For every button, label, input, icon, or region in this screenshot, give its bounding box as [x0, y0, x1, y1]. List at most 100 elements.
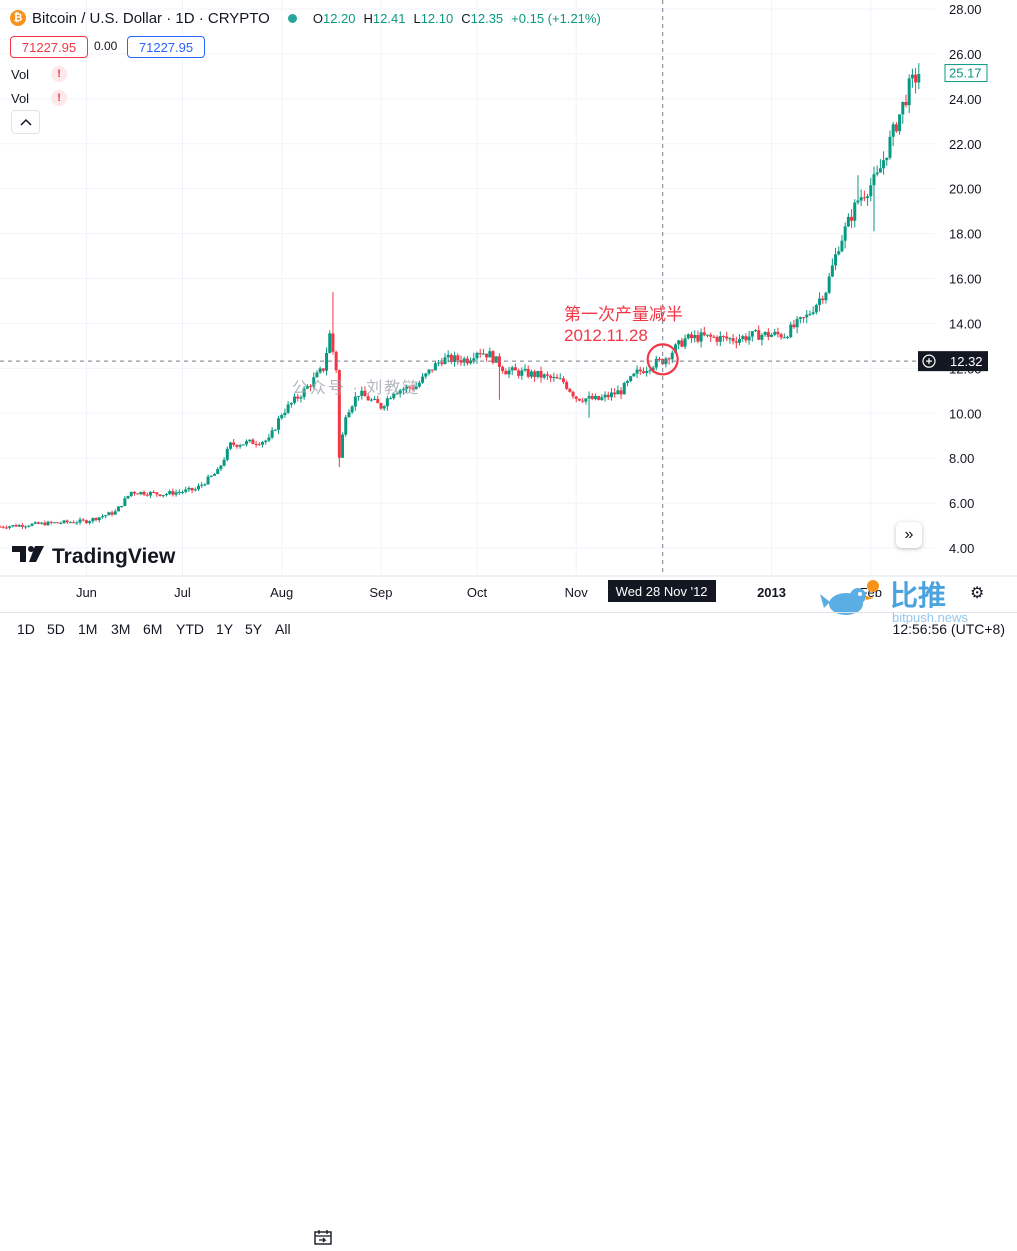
candle-body [421, 376, 425, 383]
candle-body [357, 395, 361, 397]
candle-body [241, 444, 245, 446]
candle-body [673, 344, 677, 353]
buy-price-button[interactable]: 71227.95 [127, 36, 205, 58]
candle-body [555, 377, 559, 379]
sell-price-button[interactable]: 71227.95 [10, 36, 88, 58]
candle-body [222, 459, 226, 466]
volume-indicator-2[interactable]: Vol ! [11, 90, 68, 106]
candle-body [603, 394, 607, 398]
candle-body [289, 402, 293, 405]
warning-icon[interactable]: ! [51, 90, 68, 106]
candle-body [449, 354, 453, 362]
candle-body [129, 491, 133, 496]
candle-body [657, 358, 661, 360]
timeframe-3m[interactable]: 3M [111, 621, 131, 637]
y-tick-label: 20.00 [949, 182, 982, 197]
candle-body [424, 373, 428, 377]
candle-body [565, 382, 569, 389]
candle-body [72, 522, 76, 524]
candle-body [699, 332, 703, 342]
y-tick-label: 16.00 [949, 272, 982, 287]
y-tick-label: 8.00 [949, 451, 974, 466]
candle-body [686, 334, 690, 339]
x-tick-label: Oct [467, 585, 488, 600]
timeframe-5d[interactable]: 5D [47, 621, 65, 637]
time-axis[interactable]: Jun Jul Aug Sep Oct Nov 2013 Feb [76, 585, 882, 600]
candle-body [894, 124, 898, 132]
bird-logo-icon [820, 580, 879, 615]
candle-body [238, 445, 242, 447]
y-tick-label: 4.00 [949, 541, 974, 556]
candle-body [504, 371, 508, 375]
candle-body [43, 522, 47, 526]
candle-body [385, 398, 389, 407]
replay-icon[interactable] [313, 1228, 333, 1251]
candle-body [888, 136, 892, 158]
candle-body [293, 396, 297, 403]
candle-body [779, 334, 783, 338]
candle-body [65, 520, 69, 523]
candle-body [558, 378, 562, 380]
candle-body [728, 338, 732, 340]
candle-body [683, 338, 687, 347]
x-tick-label: 2013 [757, 585, 786, 600]
price-chart[interactable]: 4.006.008.0010.0012.0014.0016.0018.0020.… [0, 0, 1017, 612]
candle-body [517, 370, 521, 376]
price-axis[interactable]: 4.006.008.0010.0012.0014.0016.0018.0020.… [949, 2, 982, 556]
candle-body [52, 522, 56, 524]
scroll-to-realtime-button[interactable]: » [896, 522, 922, 548]
candle-body [645, 370, 649, 374]
candle-body [251, 439, 255, 444]
timeframe-5y[interactable]: 5Y [245, 621, 263, 637]
warning-icon[interactable]: ! [51, 66, 68, 82]
candle-body [680, 340, 684, 347]
candle-body [228, 442, 232, 449]
candle-body [312, 377, 316, 387]
symbol-title[interactable]: Bitcoin / U.S. Dollar · 1D · CRYPTO [32, 9, 270, 27]
candle-body [341, 434, 345, 458]
candle-body [318, 368, 322, 373]
clock-timezone[interactable]: 12:56:56 (UTC+8) [892, 621, 1005, 637]
collapse-indicators-button[interactable] [11, 110, 40, 134]
candle-body [100, 516, 104, 518]
candle-body [152, 491, 156, 493]
volume-indicator-1[interactable]: Vol ! [11, 66, 68, 82]
symbol-header[interactable]: ₿ Bitcoin / U.S. Dollar · 1D · CRYPTO O1… [10, 8, 601, 28]
candle-body [321, 368, 325, 371]
candle-body [427, 369, 431, 374]
candle-body [738, 339, 742, 343]
candle-body [702, 332, 706, 336]
ohlc-open: O12.20 [312, 10, 356, 26]
candle-body [232, 442, 236, 445]
candle-body [267, 437, 271, 441]
timeframe-1d[interactable]: 1D [17, 621, 35, 637]
candle-body [693, 335, 697, 339]
candle-body [369, 399, 373, 401]
timeframe-all[interactable]: All [275, 621, 291, 637]
candle-body [862, 197, 866, 199]
timeframe-1m[interactable]: 1M [78, 621, 98, 637]
candle-body [606, 394, 610, 398]
candle-body [302, 388, 306, 398]
candle-body [731, 338, 735, 342]
candle-body [501, 366, 505, 372]
timeframe-6m[interactable]: 6M [143, 621, 163, 637]
grid [0, 0, 1017, 577]
candle-body [814, 304, 818, 313]
candle-body [11, 525, 15, 527]
x-tick-label: Jun [76, 585, 97, 600]
candle-body [184, 489, 188, 492]
timeframe-ytd[interactable]: YTD [176, 621, 204, 637]
candle-body [593, 396, 597, 400]
timeframe-1y[interactable]: 1Y [216, 621, 234, 637]
candle-body [622, 382, 626, 395]
candle-body [818, 298, 822, 305]
add-alert-icon[interactable] [922, 354, 936, 368]
settings-gear-icon[interactable]: ⚙ [970, 585, 985, 602]
candle-body [132, 491, 136, 494]
tradingview-logo[interactable]: TradingView [12, 544, 175, 570]
candle-body [209, 475, 213, 477]
y-tick-label: 14.00 [949, 316, 982, 331]
candle-body [875, 172, 879, 175]
candle-body [379, 403, 383, 409]
